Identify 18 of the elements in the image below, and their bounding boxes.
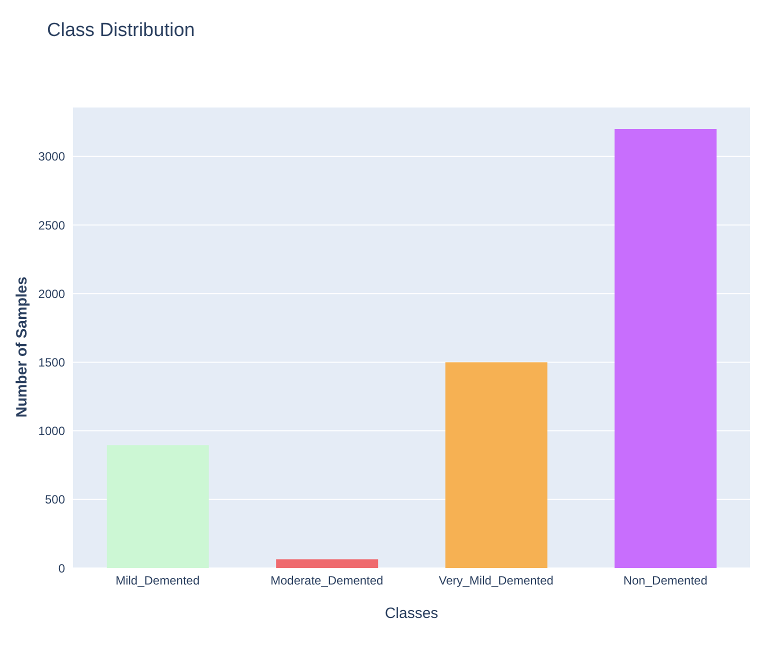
- bar: [614, 128, 717, 568]
- y-tick-label: 2000: [38, 286, 66, 301]
- bar: [276, 559, 378, 568]
- y-tick-label: 2500: [38, 218, 66, 232]
- x-axis-title: Classes: [384, 605, 438, 622]
- y-tick-label: 1500: [38, 355, 66, 370]
- y-tick-label: 1000: [38, 424, 66, 438]
- x-tick-label: Very_Mild_Demented: [438, 574, 554, 588]
- y-tick-label: 500: [44, 492, 66, 507]
- x-tick-label: Non_Demented: [623, 574, 708, 588]
- y-axis-title: Number of Samples: [13, 276, 30, 418]
- y-tick-label: 0: [58, 561, 66, 576]
- chart-title: Class Distribution: [47, 20, 195, 42]
- bar: [106, 445, 209, 568]
- x-tick-label: Moderate_Demented: [270, 574, 384, 588]
- y-tick-label: 3000: [38, 150, 66, 164]
- bar: [445, 362, 548, 568]
- x-tick-label: Mild_Demented: [116, 574, 200, 588]
